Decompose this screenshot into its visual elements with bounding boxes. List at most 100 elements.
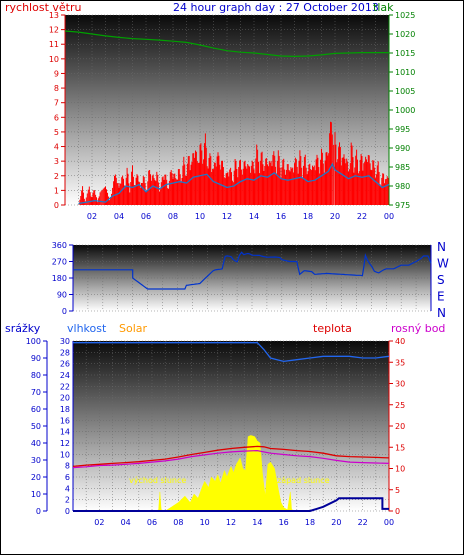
time-tick-label: 00 bbox=[384, 518, 394, 527]
rain-tick-label: 40 bbox=[31, 439, 41, 448]
time-tick-label: 16 bbox=[279, 518, 289, 527]
legend-rain: srážky bbox=[5, 322, 41, 335]
time-tick-label: 18 bbox=[303, 212, 313, 221]
pressure-tick-label: 1025 bbox=[395, 11, 415, 20]
humidity-tick-label: 12 bbox=[60, 439, 70, 448]
temperature-tick-label: 35 bbox=[395, 358, 405, 367]
wind-tick-label: 0 bbox=[54, 201, 59, 210]
rain-tick-label: 80 bbox=[31, 371, 41, 380]
compass-label: E bbox=[437, 290, 445, 304]
wind-tick-label: 1 bbox=[54, 186, 59, 195]
wind-panel-series bbox=[64, 30, 390, 205]
pressure-tick-label: 975 bbox=[395, 201, 410, 210]
wind-tick-label: 4 bbox=[54, 143, 59, 152]
rain-tick-label: 20 bbox=[31, 473, 41, 482]
chart-title: 24 hour graph day : 27 October 2013 bbox=[173, 1, 379, 14]
temperature-tick-label: 40 bbox=[395, 337, 405, 346]
pressure-tick-label: 980 bbox=[395, 182, 410, 191]
legend-solar: Solar bbox=[119, 322, 148, 335]
annotation-sunset: západ slunce bbox=[277, 476, 330, 485]
humidity-tick-label: 30 bbox=[60, 337, 70, 346]
temperature-tick-label: 25 bbox=[395, 401, 405, 410]
temperature-tick-label: 0 bbox=[395, 507, 400, 516]
humidity-tick-label: 14 bbox=[60, 428, 70, 437]
humidity-tick-label: 4 bbox=[65, 484, 70, 493]
temperature-line bbox=[72, 445, 390, 468]
compass-label: N bbox=[437, 306, 446, 320]
temperature-tick-label: 20 bbox=[395, 422, 405, 431]
time-tick-label: 10 bbox=[200, 518, 210, 527]
pressure-tick-label: 1000 bbox=[395, 106, 415, 115]
humidity-tick-label: 0 bbox=[65, 507, 70, 516]
rain-tick-label: 50 bbox=[31, 422, 41, 431]
humidity-tick-label: 26 bbox=[60, 360, 70, 369]
header-right-label: tlak bbox=[373, 1, 394, 14]
wind-tick-label: 6 bbox=[54, 113, 59, 122]
time-tick-label: 06 bbox=[141, 212, 151, 221]
rain-tick-label: 0 bbox=[36, 507, 41, 516]
wind-tick-label: 9 bbox=[54, 69, 59, 78]
wind-direction-line bbox=[73, 251, 432, 290]
climate-panel-axes: 0246810121416182022242628300102030405060… bbox=[26, 337, 405, 527]
humidity-tick-label: 10 bbox=[60, 450, 70, 459]
rain-tick-label: 60 bbox=[31, 405, 41, 414]
rain-tick-label: 90 bbox=[31, 354, 41, 363]
direction-tick-label: 90 bbox=[57, 291, 67, 300]
humidity-line bbox=[73, 342, 390, 363]
time-tick-label: 22 bbox=[357, 212, 367, 221]
time-tick-label: 06 bbox=[147, 518, 157, 527]
rain-line bbox=[73, 497, 389, 512]
humidity-tick-label: 28 bbox=[60, 348, 70, 357]
legend-temperature: teplota bbox=[313, 322, 352, 335]
temperature-tick-label: 15 bbox=[395, 443, 405, 452]
time-tick-label: 04 bbox=[114, 212, 124, 221]
rain-tick-label: 100 bbox=[26, 337, 41, 346]
humidity-tick-label: 8 bbox=[65, 462, 70, 471]
humidity-tick-label: 16 bbox=[60, 416, 70, 425]
humidity-tick-label: 22 bbox=[60, 382, 70, 391]
pressure-tick-label: 1020 bbox=[395, 30, 415, 39]
solar-area bbox=[155, 435, 297, 512]
wind-tick-label: 2 bbox=[54, 172, 59, 181]
pressure-tick-label: 985 bbox=[395, 163, 410, 172]
wind-tick-label: 13 bbox=[49, 11, 59, 20]
pressure-line bbox=[64, 30, 389, 58]
humidity-tick-label: 24 bbox=[60, 371, 70, 380]
compass-label: W bbox=[437, 257, 449, 271]
pressure-tick-label: 995 bbox=[395, 125, 410, 134]
time-tick-label: 12 bbox=[226, 518, 236, 527]
direction-panel-series bbox=[73, 251, 432, 290]
wind-tick-label: 5 bbox=[54, 128, 59, 137]
rain-tick-label: 30 bbox=[31, 456, 41, 465]
time-tick-label: 20 bbox=[330, 212, 340, 221]
climate-panel-series bbox=[72, 342, 390, 512]
time-tick-label: 18 bbox=[305, 518, 315, 527]
time-tick-label: 02 bbox=[87, 212, 97, 221]
dewpoint-line bbox=[72, 449, 390, 469]
time-tick-label: 08 bbox=[168, 212, 178, 221]
humidity-tick-label: 2 bbox=[65, 496, 70, 505]
direction-tick-label: 360 bbox=[52, 241, 67, 250]
annotation-sunrise: východ slunce bbox=[129, 476, 186, 485]
time-tick-label: 14 bbox=[252, 518, 262, 527]
direction-tick-label: 0 bbox=[62, 307, 67, 316]
wind-tick-label: 3 bbox=[54, 157, 59, 166]
time-tick-label: 16 bbox=[276, 212, 286, 221]
pressure-tick-label: 1005 bbox=[395, 87, 415, 96]
temperature-tick-label: 10 bbox=[395, 465, 405, 474]
compass-label: N bbox=[437, 240, 446, 254]
direction-tick-label: 270 bbox=[52, 258, 67, 267]
wind-average-line bbox=[78, 162, 390, 205]
time-tick-label: 20 bbox=[331, 518, 341, 527]
temperature-tick-label: 30 bbox=[395, 380, 405, 389]
humidity-tick-label: 6 bbox=[65, 473, 70, 482]
wind-tick-label: 8 bbox=[54, 84, 59, 93]
rain-tick-label: 10 bbox=[31, 490, 41, 499]
legend-dewpoint: rosný bod bbox=[391, 322, 445, 335]
legend-humidity: vlhkost bbox=[67, 322, 107, 335]
pressure-tick-label: 990 bbox=[395, 144, 410, 153]
rain-tick-label: 70 bbox=[31, 388, 41, 397]
